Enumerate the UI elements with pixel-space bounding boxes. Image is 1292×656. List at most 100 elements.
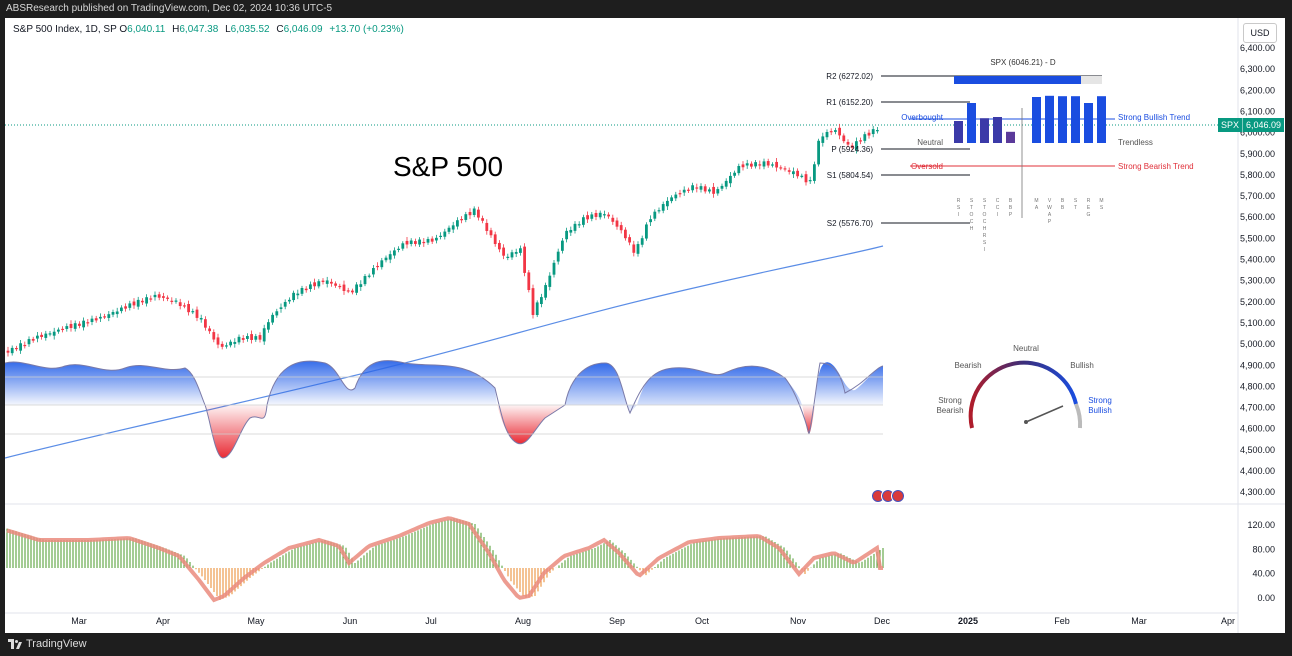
signal-bar-label: R [1087, 198, 1091, 204]
signal-bar [980, 118, 989, 143]
candle-body [586, 215, 589, 220]
candle-body [573, 223, 577, 231]
candle-body [78, 323, 81, 326]
candle-body [157, 294, 161, 298]
panel-title: SPX (6046.21) - D [990, 58, 1056, 67]
candle-body [460, 219, 463, 221]
last-price-tag: SPX 6,046.09 [1218, 118, 1285, 132]
candle-body [733, 172, 736, 176]
candle-body [535, 302, 539, 316]
candle-body [115, 311, 119, 315]
price-axis[interactable]: 6,400.00 6,300.00 6,200.00 6,100.00 6,000.00… [1240, 43, 1275, 497]
candle-body [31, 338, 35, 341]
candle-body [388, 254, 392, 260]
candle-body [170, 300, 174, 302]
signal-bar [1084, 103, 1093, 143]
candle-body [57, 329, 60, 332]
candle-body [850, 145, 854, 148]
candle-body [531, 288, 535, 315]
pivot-r1-label: R1 (6152.20) [826, 98, 873, 107]
candle-body [829, 131, 833, 133]
candle-body [174, 300, 178, 302]
trend-band [5, 360, 884, 459]
candle-body [195, 309, 199, 318]
symbol-legend[interactable]: S&P 500 Index, 1D, SP O6,040.11 H6,047.3… [13, 24, 404, 35]
tradingview-logo[interactable]: TradingView [8, 638, 87, 650]
events-flags[interactable] [871, 489, 905, 503]
candle-body [552, 262, 556, 275]
signal-bar [967, 103, 976, 143]
candle-body [519, 248, 522, 253]
price-axis-label: 5,000.00 [1240, 339, 1275, 349]
signal-bar-label: S [1074, 198, 1078, 204]
signal-bar [954, 121, 963, 143]
candle-body [283, 301, 287, 307]
signal-bar-label: I [958, 212, 959, 218]
candle-body [876, 130, 879, 132]
signal-bar-label: V [1048, 198, 1052, 204]
gauge-strong-bearish-line1: Strong [938, 396, 962, 405]
candle-body [359, 284, 363, 287]
currency-button[interactable]: USD [1243, 23, 1277, 43]
candle-body [783, 168, 787, 170]
time-axis-label: Jul [425, 616, 437, 626]
candle-body [225, 345, 228, 347]
symbol-name[interactable]: S&P 500 Index, 1D, SP [13, 24, 117, 35]
time-axis-label: Apr [1221, 616, 1235, 626]
signal-bar-label: M [1099, 198, 1103, 204]
candle-body [346, 290, 350, 292]
candle-body [863, 134, 867, 141]
time-axis-label: Mar [1131, 616, 1147, 626]
candle-body [703, 186, 707, 192]
candle-body [111, 312, 115, 315]
candle-body [489, 230, 493, 236]
gauge-bearish-label: Bearish [954, 361, 981, 370]
candle-body [699, 186, 703, 190]
candle-body [267, 322, 270, 330]
signal-bar-label: S [983, 240, 987, 246]
candle-body [418, 239, 421, 245]
candle-body [682, 189, 686, 193]
chart-annotation-text[interactable]: S&P 500 [393, 151, 504, 182]
candle-body [94, 318, 98, 321]
pivot-s1-label: S1 (5804.54) [827, 171, 874, 180]
candle-body [40, 334, 43, 337]
candle-body [775, 161, 778, 168]
us-flag-icon[interactable] [891, 489, 905, 503]
candle-body [691, 185, 694, 191]
low-label: L [225, 24, 231, 35]
candle-body [762, 161, 766, 167]
price-tag-value: 6,046.09 [1246, 120, 1282, 130]
candle-body [351, 290, 354, 293]
signal-bar-label: C [996, 205, 1000, 211]
signal-bar [1097, 96, 1106, 143]
trendless-label: Trendless [1118, 138, 1153, 147]
sentiment-gauge-needle [1025, 405, 1064, 423]
gauge-strong-bearish-line2: Bearish [936, 406, 963, 415]
time-axis[interactable]: Mar Apr May Jun Jul Aug Sep Oct Nov Dec 2025 Feb Mar… [71, 616, 1235, 626]
candle-body [590, 214, 594, 219]
candle-body [867, 132, 871, 136]
neutral-label: Neutral [917, 138, 943, 147]
candle-body [401, 243, 405, 249]
candle-body [548, 275, 552, 287]
signal-bar-label: R [983, 233, 987, 239]
candle-body [758, 164, 762, 166]
candle-body [90, 318, 94, 323]
signal-bar-label: T [983, 205, 986, 211]
signal-bar-label: T [970, 205, 973, 211]
oscillator-axis[interactable]: 120.00 80.00 40.00 0.00 [1247, 520, 1275, 603]
candle-body [397, 248, 400, 250]
price-axis-label: 5,500.00 [1240, 233, 1275, 243]
price-axis-label: 5,600.00 [1240, 212, 1275, 222]
time-axis-label: Jun [343, 616, 358, 626]
candle-body [405, 240, 409, 245]
gauge-strong-bullish-line1: Strong [1088, 396, 1112, 405]
candle-body [52, 331, 56, 336]
candle-body [430, 238, 434, 242]
signal-bar-label: B [1009, 205, 1013, 211]
publish-info: ABSResearch published on TradingView.com… [6, 3, 333, 14]
oscillator-axis-label: 0.00 [1257, 593, 1275, 603]
